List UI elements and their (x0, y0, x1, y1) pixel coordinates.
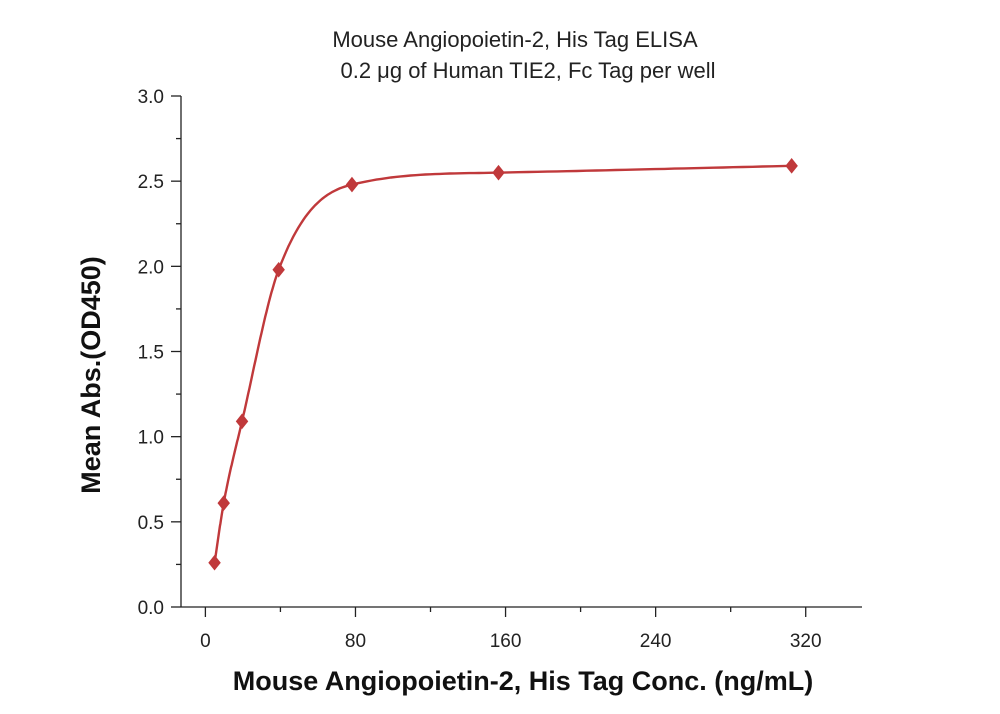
data-point (492, 164, 505, 181)
x-tick-label: 80 (345, 631, 366, 652)
x-axis-ticks: 0 80 160 240 320 (200, 607, 822, 652)
y-tick-label: 1.5 (138, 343, 164, 364)
data-point (208, 554, 221, 571)
data-point (272, 261, 285, 278)
y-tick-label: 3.0 (138, 87, 164, 108)
data-point (217, 495, 230, 511)
chart-title: Mouse Angiopoietin-2, His Tag ELISA (332, 27, 698, 52)
y-tick-label: 0.5 (138, 513, 164, 534)
y-tick-label: 1.0 (138, 428, 164, 449)
fit-curve-layer (213, 164, 792, 563)
y-tick-label: 0.0 (138, 598, 164, 619)
y-axis-ticks: 0.0 0.5 1.0 1.5 2.0 2.5 3.0 (138, 87, 181, 619)
fit-curve (213, 164, 792, 563)
x-tick-label: 0 (200, 631, 211, 652)
y-tick-label: 2.5 (138, 172, 164, 193)
data-point (235, 413, 249, 430)
data-point (785, 158, 798, 174)
data-points-layer (208, 158, 798, 571)
data-point (345, 176, 359, 193)
x-tick-label: 160 (490, 631, 522, 652)
y-tick-label: 2.0 (138, 257, 164, 278)
chart-subtitle: 0.2 μg of Human TIE2, Fc Tag per well (340, 58, 715, 83)
x-tick-label: 240 (640, 631, 672, 652)
x-axis-title: Mouse Angiopoietin-2, His Tag Conc. (ng/… (233, 666, 813, 696)
y-axis-title: Mean Abs.(OD450) (76, 256, 106, 494)
x-tick-label: 320 (790, 631, 822, 652)
